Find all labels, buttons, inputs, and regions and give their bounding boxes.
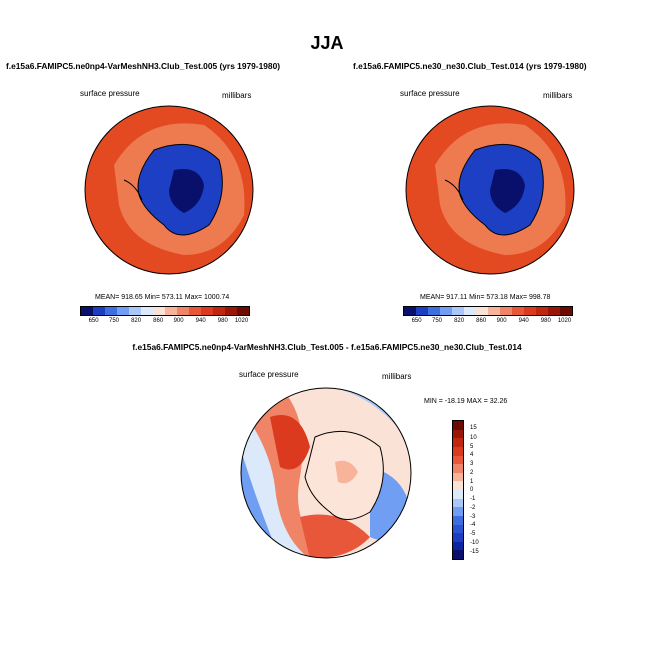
colorbar-swatch — [464, 307, 476, 315]
colorbar-swatch — [453, 438, 463, 447]
colorbar-swatch — [453, 455, 463, 465]
cbar3-tick-5: 5 — [470, 443, 474, 450]
colorbar-swatch — [536, 307, 548, 315]
colorbar-swatch — [476, 307, 488, 315]
colorbar-swatch — [488, 307, 500, 315]
colorbar-swatch — [153, 307, 165, 315]
colorbar-swatch — [453, 533, 463, 542]
panel-2-map — [405, 105, 575, 275]
panel-2-colorbar-ticks: 650 750 820 860 900 940 980 1020 — [403, 318, 573, 328]
panel-1-title: f.e15a6.FAMIPC5.ne0np4-VarMeshNH3.Club_T… — [6, 61, 281, 71]
colorbar-swatch — [189, 307, 201, 315]
panel-1-colorbar-ticks: 650 750 820 860 900 940 980 1020 — [80, 318, 250, 328]
cbar1-tick-980: 980 — [217, 318, 228, 324]
colorbar-swatch — [141, 307, 153, 315]
colorbar-swatch — [129, 307, 141, 315]
panel-1-colorbar — [80, 306, 250, 316]
colorbar-swatch — [453, 421, 463, 430]
colorbar-swatch — [453, 498, 463, 508]
cbar3-tick-m10: -10 — [470, 539, 479, 546]
cbar1-tick-860: 860 — [153, 318, 164, 324]
colorbar-swatch — [117, 307, 129, 315]
colorbar-swatch — [237, 307, 249, 315]
diff-colorbar-ticks: 15 10 5 4 3 2 1 0 -1 -2 -3 -4 -5 -10 -15 — [470, 420, 490, 560]
panel-2-colorbar — [403, 306, 573, 316]
diff-left-label: surface pressure — [239, 370, 299, 379]
cbar3-tick-10: 10 — [470, 434, 477, 441]
cbar3-tick-1: 1 — [470, 478, 474, 485]
colorbar-swatch — [453, 446, 463, 456]
panel-2-title: f.e15a6.FAMIPC5.ne30_ne30.Club_Test.014 … — [353, 61, 587, 71]
panel-1-left-label: surface pressure — [80, 89, 140, 98]
cbar3-tick-m3: -3 — [470, 513, 476, 520]
cbar3-tick-m2: -2 — [470, 504, 476, 511]
colorbar-swatch — [416, 307, 428, 315]
colorbar-swatch — [453, 490, 463, 499]
cbar2-tick-820: 820 — [454, 318, 465, 324]
panel-2-left-label: surface pressure — [400, 89, 460, 98]
colorbar-swatch — [177, 307, 189, 315]
cbar3-tick-3: 3 — [470, 461, 474, 468]
colorbar-swatch — [225, 307, 237, 315]
colorbar-swatch — [560, 307, 572, 315]
colorbar-swatch — [453, 472, 463, 482]
colorbar-swatch — [524, 307, 536, 315]
panel-2-right-label: millibars — [543, 91, 573, 100]
diff-right-label: millibars — [382, 372, 412, 381]
cbar3-tick-m5: -5 — [470, 531, 476, 538]
cbar2-tick-860: 860 — [476, 318, 487, 324]
colorbar-swatch — [548, 307, 560, 315]
colorbar-swatch — [440, 307, 452, 315]
cbar3-tick-2: 2 — [470, 469, 474, 476]
cbar3-tick-m15: -15 — [470, 548, 479, 555]
cbar2-tick-940: 940 — [518, 318, 529, 324]
diff-colorbar — [452, 420, 464, 560]
colorbar-swatch — [105, 307, 117, 315]
colorbar-swatch — [453, 541, 463, 551]
cbar3-tick-0: 0 — [470, 487, 474, 493]
panel-2-stats: MEAN= 917.11 Min= 573.18 Max= 998.78 — [420, 294, 551, 301]
colorbar-swatch — [165, 307, 177, 315]
cbar2-tick-650: 650 — [411, 318, 422, 324]
main-title: JJA — [310, 33, 344, 53]
colorbar-swatch — [452, 307, 464, 315]
panel-1-map — [84, 105, 254, 275]
cbar3-tick-4: 4 — [470, 452, 474, 458]
cbar1-tick-650: 650 — [88, 318, 99, 324]
cbar3-tick-m1: -1 — [470, 496, 476, 503]
panel-1-stats: MEAN= 918.65 Min= 573.11 Max= 1000.74 — [95, 294, 230, 301]
colorbar-swatch — [81, 307, 93, 315]
cbar1-tick-900: 900 — [173, 318, 184, 324]
colorbar-swatch — [93, 307, 105, 315]
colorbar-swatch — [453, 515, 463, 525]
cbar3-tick-15: 15 — [470, 425, 477, 432]
panel-1-right-label: millibars — [222, 91, 252, 100]
cbar1-tick-1020: 1020 — [234, 318, 249, 324]
cbar2-tick-1020: 1020 — [557, 318, 572, 324]
colorbar-swatch — [453, 524, 463, 534]
colorbar-swatch — [404, 307, 416, 315]
cbar2-tick-900: 900 — [496, 318, 507, 324]
colorbar-swatch — [428, 307, 440, 315]
cbar1-tick-820: 820 — [131, 318, 142, 324]
colorbar-swatch — [453, 481, 463, 490]
colorbar-swatch — [500, 307, 512, 315]
colorbar-swatch — [213, 307, 225, 315]
colorbar-swatch — [453, 550, 463, 559]
diff-map — [240, 387, 412, 559]
colorbar-swatch — [512, 307, 524, 315]
colorbar-swatch — [453, 507, 463, 516]
cbar1-tick-940: 940 — [195, 318, 206, 324]
cbar3-tick-m4: -4 — [470, 522, 476, 528]
colorbar-swatch — [453, 464, 463, 473]
diff-panel-title: f.e15a6.FAMIPC5.ne0np4-VarMeshNH3.Club_T… — [132, 342, 522, 352]
diff-stats: MIN = -18.19 MAX = 32.26 — [424, 398, 508, 405]
colorbar-swatch — [453, 429, 463, 439]
cbar2-tick-980: 980 — [540, 318, 551, 324]
cbar1-tick-750: 750 — [108, 318, 120, 324]
cbar2-tick-750: 750 — [431, 318, 443, 324]
colorbar-swatch — [201, 307, 213, 315]
